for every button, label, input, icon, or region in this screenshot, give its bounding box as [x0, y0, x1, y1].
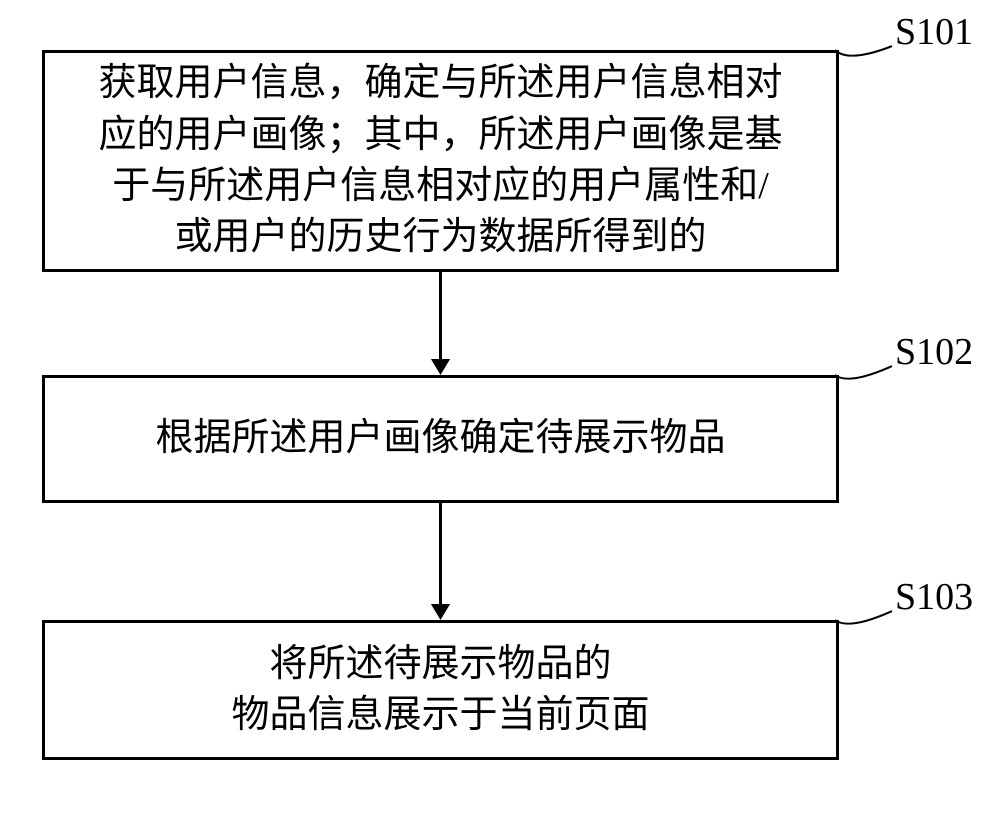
- flow-arrow-2: [0, 0, 1000, 823]
- flowchart-canvas: 获取用户信息，确定与所述用户信息相对 应的用户画像；其中，所述用户画像是基 于与…: [0, 0, 1000, 823]
